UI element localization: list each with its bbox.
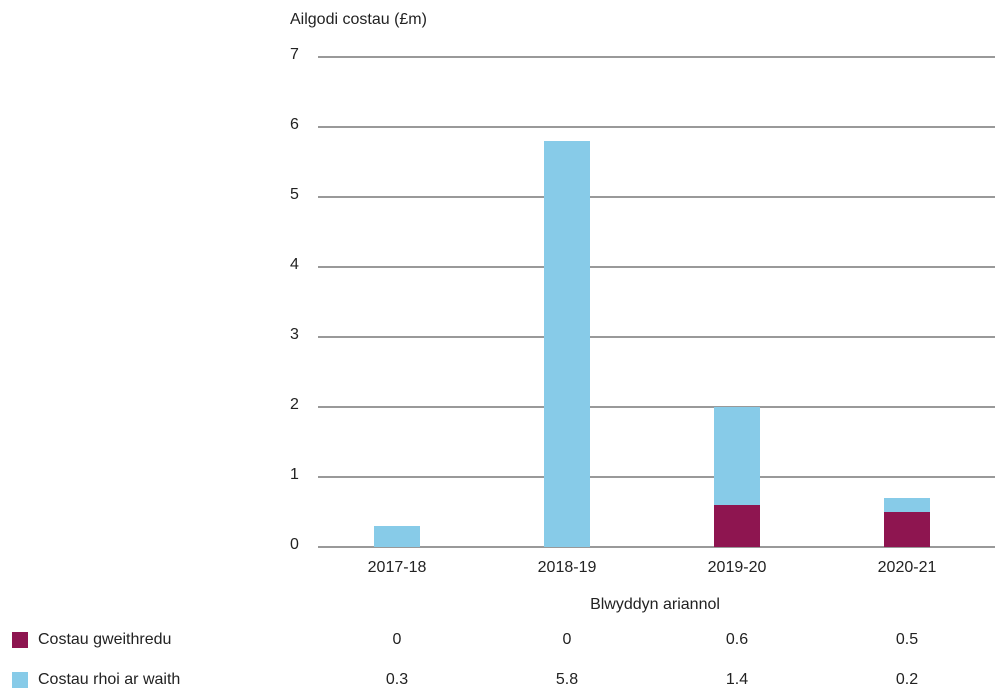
y-tick-label: 1	[290, 466, 299, 483]
y-tick-label: 3	[290, 326, 299, 343]
x-tick-label: 2017-18	[368, 559, 427, 576]
y-tick-label: 4	[290, 256, 299, 273]
table-value: 0.2	[896, 671, 918, 688]
legend-swatch	[12, 672, 28, 688]
x-tick-label: 2018-19	[538, 559, 597, 576]
bar	[714, 407, 760, 505]
table-value: 5.8	[556, 671, 578, 688]
bar	[544, 141, 590, 547]
bar	[884, 512, 930, 547]
y-tick-label: 0	[290, 536, 299, 553]
legend-label: Costau gweithredu	[38, 631, 171, 648]
table-value: 0.5	[896, 631, 918, 648]
bar	[714, 505, 760, 547]
table-value: 0	[563, 631, 572, 648]
table-value: 1.4	[726, 671, 748, 688]
y-tick-label: 5	[290, 186, 299, 203]
x-tick-label: 2019-20	[708, 559, 767, 576]
x-axis-title: Blwyddyn ariannol	[590, 596, 720, 613]
y-tick-label: 6	[290, 116, 299, 133]
y-tick-label: 2	[290, 396, 299, 413]
y-axis-title: Ailgodi costau (£m)	[290, 11, 427, 28]
legend-label: Costau rhoi ar waith	[38, 671, 180, 688]
table-value: 0	[393, 631, 402, 648]
bar	[884, 498, 930, 512]
table-value: 0.3	[386, 671, 408, 688]
y-tick-label: 7	[290, 46, 299, 63]
bar	[374, 526, 420, 547]
table-value: 0.6	[726, 631, 748, 648]
x-tick-label: 2020-21	[878, 559, 937, 576]
legend-swatch	[12, 632, 28, 648]
